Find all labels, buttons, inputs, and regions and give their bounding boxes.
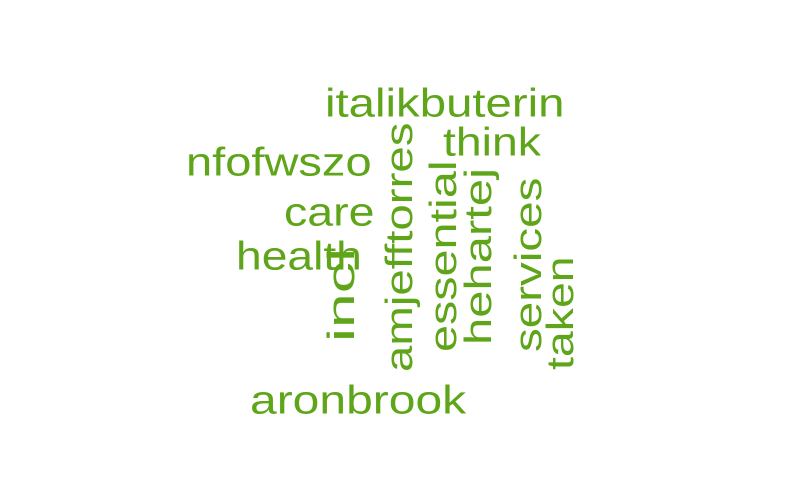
word-hehartej: hehartej (457, 167, 500, 345)
word-amjefftorres: amjefftorres (378, 122, 421, 372)
word-taken: taken (539, 256, 582, 370)
word-think: think (443, 120, 541, 165)
word-italikbuterin: italikbuterin (325, 81, 565, 126)
word-nfofwszo: nfofwszo (186, 140, 372, 185)
word-incl: incl (320, 247, 363, 342)
word-health: health (236, 234, 362, 279)
word-care: care (284, 190, 375, 235)
word-aronbrook: aronbrook (250, 378, 467, 423)
